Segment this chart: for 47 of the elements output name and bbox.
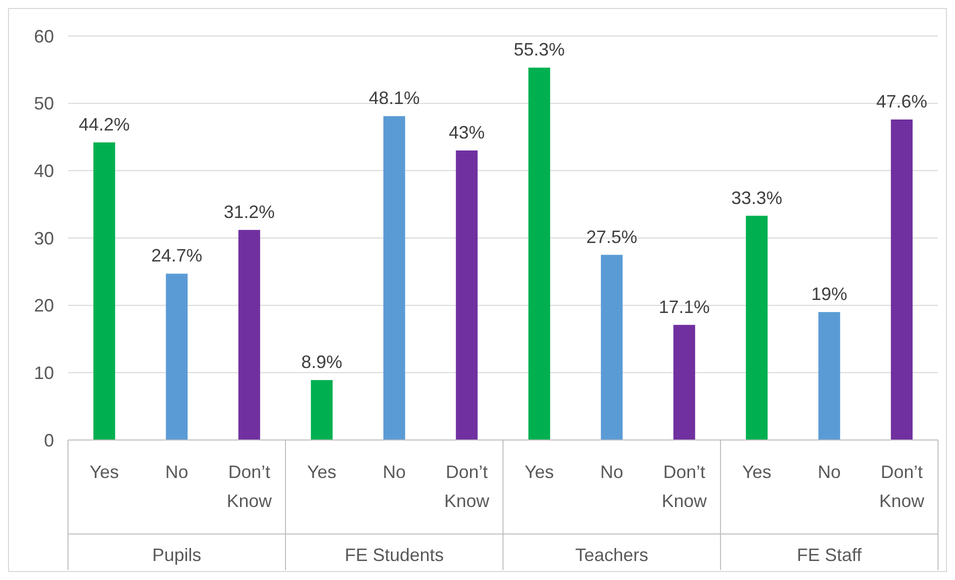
x-tick-label: Pupils: [152, 545, 202, 565]
text: Don’t Know: [662, 462, 707, 511]
y-tick-label: 10: [34, 362, 54, 383]
bar: [600, 254, 623, 440]
y-tick-label: 30: [34, 228, 54, 248]
data-label: 8.9%: [301, 352, 342, 372]
bar: [383, 116, 406, 440]
series-label: Yes: [524, 462, 554, 482]
series-label: Don’t Know: [226, 462, 273, 511]
data-label: 44.2%: [78, 114, 130, 134]
x-tick-label: FE Staff: [796, 545, 863, 565]
data-label: 43%: [448, 122, 485, 142]
x-tick-label: FE Students: [344, 545, 444, 565]
text: No: [818, 462, 841, 482]
y-tick-label: 40: [34, 160, 54, 181]
bar: [528, 68, 550, 440]
data-label: 48.1%: [368, 88, 420, 108]
bar: [166, 274, 188, 440]
y-tick-label: 60: [34, 26, 54, 46]
text: No: [600, 462, 624, 482]
text: Don’t Know: [444, 462, 490, 511]
bar: [238, 230, 260, 440]
data-label: 31.2%: [224, 202, 275, 222]
data-label: 47.6%: [876, 91, 928, 112]
data-label: 17.1%: [658, 296, 710, 317]
text: Yes: [90, 462, 119, 482]
series-label: No: [165, 462, 188, 482]
data-label: 27.5%: [586, 226, 638, 247]
x-tick-label: Teachers: [575, 545, 648, 565]
y-tick-label: 20: [34, 296, 54, 316]
data-label: 33.3%: [731, 188, 782, 208]
bar: [746, 216, 768, 440]
text: Yes: [742, 462, 772, 482]
data-label: 55.3%: [514, 40, 565, 60]
bar: [93, 142, 116, 440]
text: Yes: [307, 462, 336, 482]
bar: [456, 150, 478, 440]
text: Don’t Know: [879, 462, 924, 511]
bar: [673, 324, 696, 440]
y-tick-label: 50: [34, 94, 54, 114]
bar: [818, 312, 840, 440]
data-label: 24.7%: [151, 246, 202, 266]
data-label: 19%: [811, 284, 848, 304]
bar: [310, 380, 333, 440]
text: No: [382, 462, 406, 482]
bar: [890, 119, 913, 440]
y-tick-label: 0: [44, 430, 54, 450]
